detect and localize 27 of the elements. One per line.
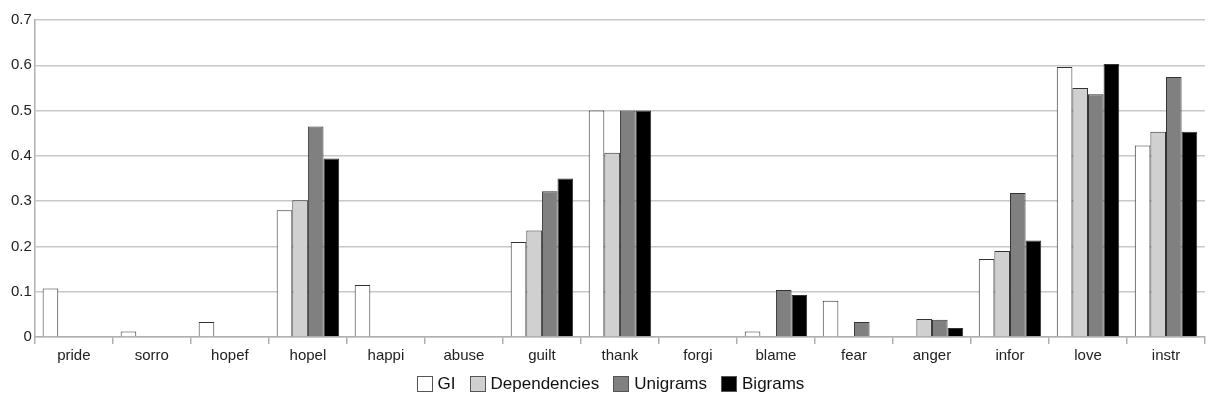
x-tick-label: infor [995, 346, 1025, 364]
y-tick-label: 0.7 [10, 10, 32, 28]
x-tick-label: fear [841, 346, 867, 364]
y-tick-label: 0.1 [10, 281, 32, 299]
x-tick-label: sorro [134, 346, 169, 364]
legend-label: GI [437, 374, 456, 394]
x-tick-label: guilt [528, 346, 557, 364]
legend-label: Unigrams [634, 374, 708, 394]
x-tick-label: happi [367, 346, 405, 364]
x-tick-label: instr [1151, 346, 1181, 364]
legend-label: Dependencies [490, 374, 600, 394]
y-tick-label: 0 [23, 327, 32, 345]
y-tick-label: 0.2 [10, 236, 32, 254]
x-tick-label: abuse [443, 346, 485, 364]
x-tick-label: hopef [211, 346, 250, 364]
y-tick-label: 0.4 [10, 146, 32, 163]
x-tick-label: anger [912, 346, 952, 364]
legend-label: Bigrams [742, 374, 805, 394]
x-tick-label: love [1074, 346, 1102, 364]
x-tick-label: blame [755, 346, 797, 364]
x-tick-label: hopel [289, 346, 327, 364]
y-tick-label: 0.5 [10, 100, 32, 118]
y-tick-label: 0.6 [10, 55, 32, 73]
x-tick-label: forgi [683, 346, 713, 364]
x-tick-label: thank [601, 346, 639, 364]
y-tick-label: 0.3 [10, 191, 32, 209]
x-tick-label: pride [57, 346, 91, 364]
